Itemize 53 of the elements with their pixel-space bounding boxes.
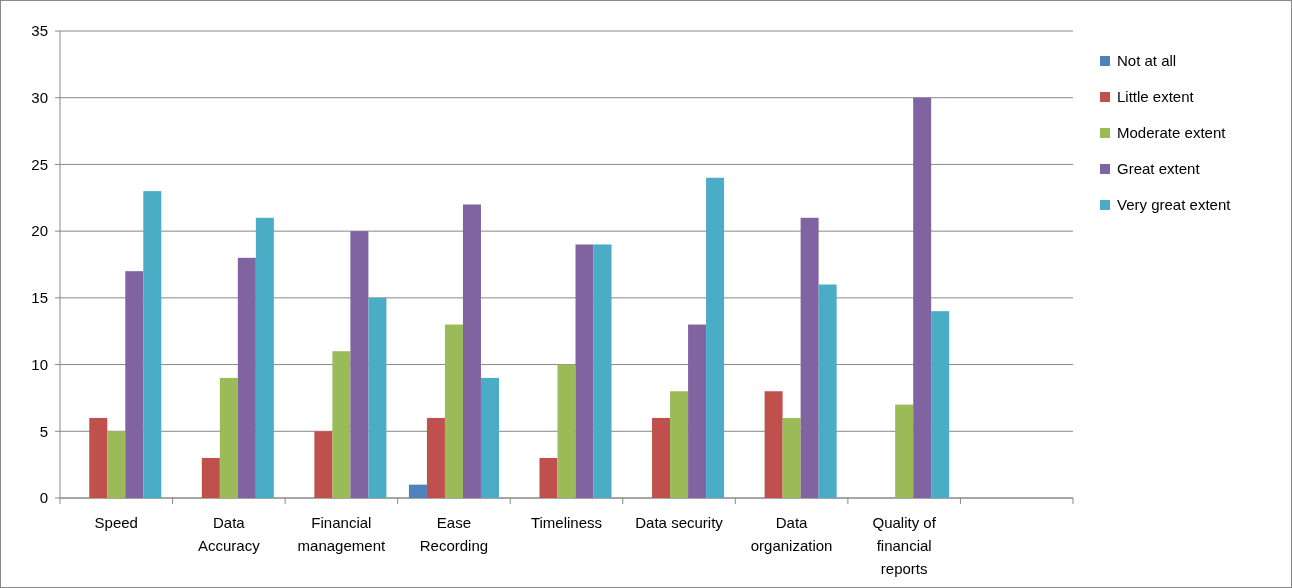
bar	[332, 351, 351, 498]
x-tick-label: Data organization	[750, 514, 833, 554]
x-tick-label: Timeliness	[530, 514, 603, 531]
bar	[557, 364, 576, 498]
legend-label: Moderate extent	[1117, 124, 1227, 142]
legend-label: Not at all	[1117, 52, 1177, 70]
y-tick-label: 0	[39, 489, 48, 507]
y-tick-label: 10	[31, 355, 48, 373]
bar	[688, 324, 707, 498]
bar	[895, 404, 914, 498]
bar	[480, 377, 499, 498]
bar	[89, 417, 108, 498]
y-tick-label: 30	[31, 88, 48, 106]
y-tick-label: 20	[31, 222, 48, 240]
x-tick-label: Quality of financial reports	[872, 514, 937, 577]
bar	[575, 244, 594, 498]
bar	[931, 311, 950, 498]
y-tick-label: 25	[31, 155, 48, 173]
y-tick-label: 5	[39, 422, 48, 440]
bar	[219, 377, 238, 498]
legend-label: Very great extent	[1117, 196, 1232, 214]
bar	[818, 284, 837, 498]
bar	[237, 257, 256, 498]
x-tick-label: Ease Recording	[419, 514, 489, 554]
bar	[444, 324, 463, 498]
bar	[350, 231, 369, 498]
y-tick-label: 15	[31, 289, 48, 307]
bar	[764, 391, 783, 498]
bar	[314, 431, 333, 498]
bar	[652, 417, 671, 498]
legend-label: Great extent	[1117, 160, 1201, 178]
y-tick-label: 35	[31, 22, 48, 40]
bar	[800, 217, 819, 498]
bar	[107, 431, 126, 498]
legend-label: Little extent	[1117, 88, 1195, 106]
bar	[408, 484, 427, 498]
bar	[593, 244, 612, 498]
x-tick-label: Speed	[94, 514, 138, 531]
bar	[255, 217, 274, 498]
bar	[782, 417, 801, 498]
bar	[426, 417, 445, 498]
bar	[670, 391, 689, 498]
bar	[913, 97, 932, 498]
bar	[143, 191, 162, 498]
x-tick-label: Data Accuracy	[197, 514, 261, 554]
bar	[706, 177, 725, 498]
bar	[462, 204, 481, 498]
bar	[201, 457, 220, 498]
bar	[125, 271, 144, 498]
bar	[368, 297, 387, 498]
x-tick-label: Financial management	[297, 514, 386, 554]
x-tick-label: Data security	[635, 514, 724, 531]
bar	[539, 457, 558, 498]
